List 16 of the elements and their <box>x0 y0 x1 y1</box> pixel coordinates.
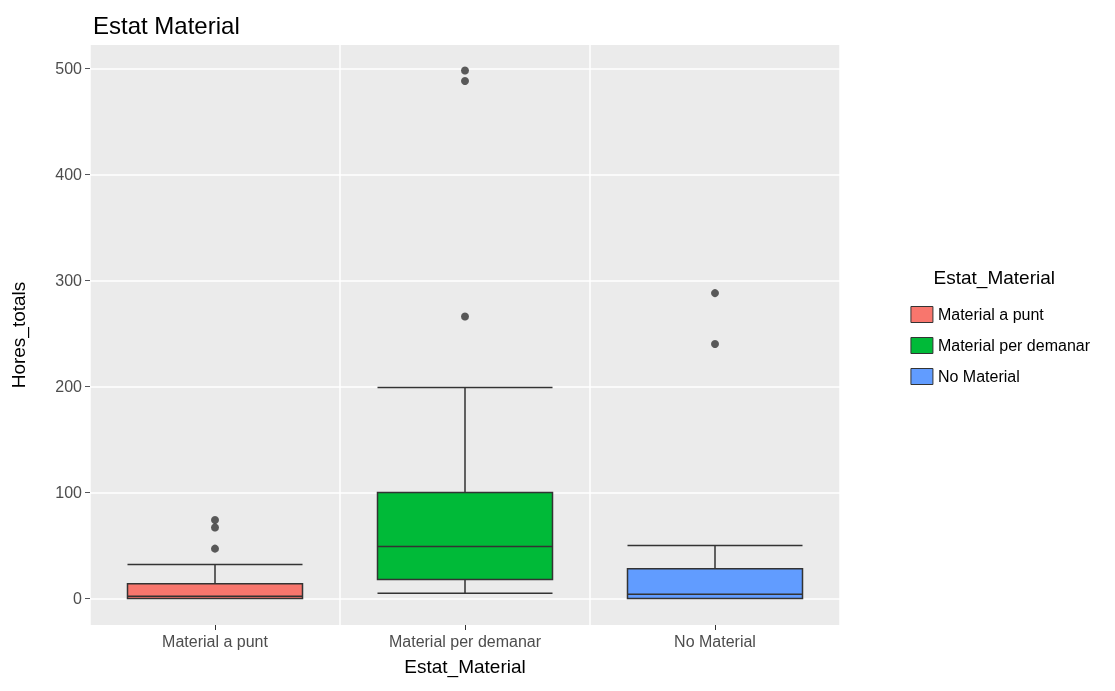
y-tick-label: 400 <box>55 165 83 183</box>
y-tick-label: 300 <box>55 271 83 289</box>
x-tick-label: Material a punt <box>162 632 269 650</box>
legend-label: Material per demanar <box>937 337 1091 354</box>
y-tick-label: 500 <box>55 59 83 77</box>
legend-label: No Material <box>937 368 1020 385</box>
y-tick-label: 0 <box>73 589 83 607</box>
chart-title: Estat Material <box>93 11 240 39</box>
x-tick-label: No Material <box>674 632 756 650</box>
legend-title: Estat_Material <box>933 267 1056 289</box>
legend-label: Material a punt <box>937 306 1045 323</box>
y-axis-title: Hores_totals <box>8 281 30 389</box>
x-axis-title: Estat_Material <box>404 656 526 678</box>
x-tick-label: Material per demanar <box>388 632 542 650</box>
y-tick-label: 100 <box>55 483 83 501</box>
y-tick-label: 200 <box>55 377 83 395</box>
